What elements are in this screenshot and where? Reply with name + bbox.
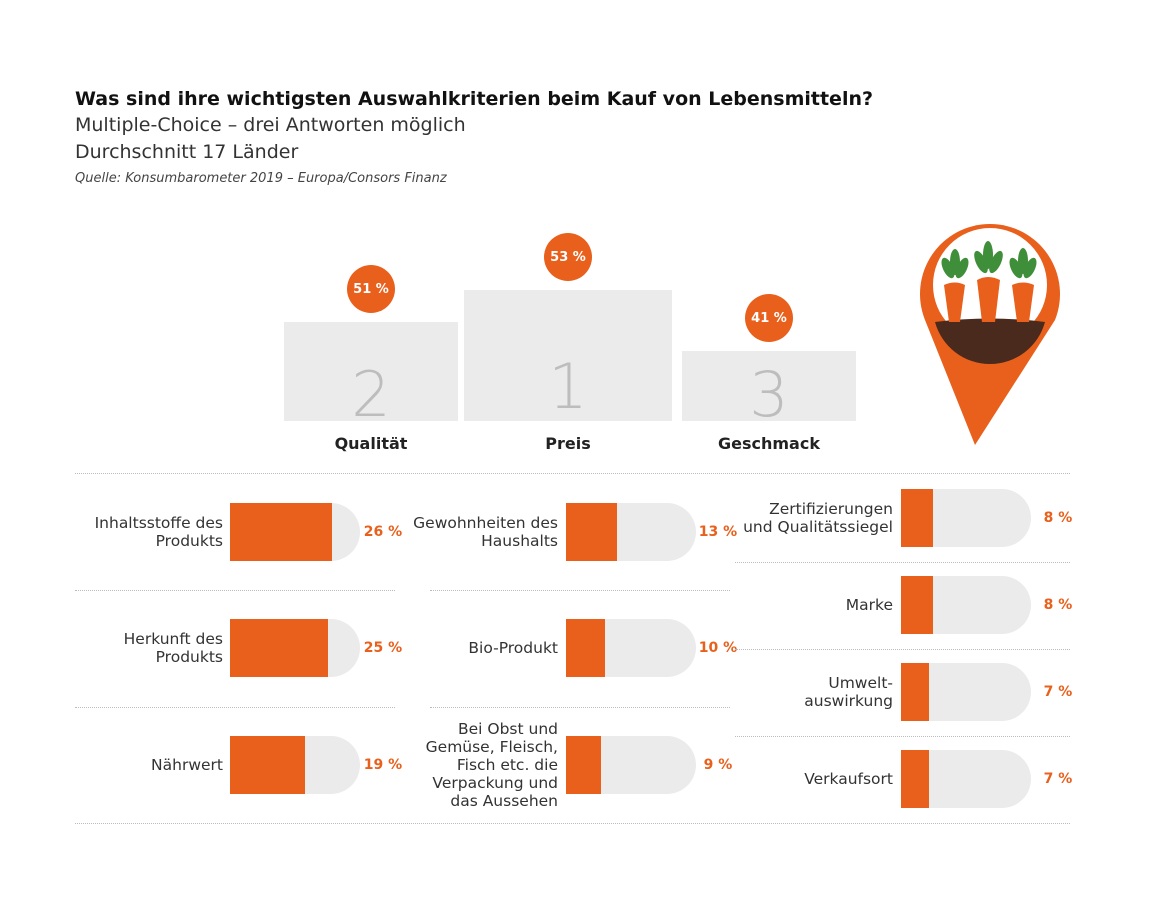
bar	[566, 619, 606, 677]
value-label: 19 %	[363, 757, 403, 773]
category-label: Marke	[845, 596, 893, 614]
separator	[430, 706, 730, 708]
category-label: Herkunft des Produkts	[123, 630, 223, 666]
bar	[901, 663, 929, 721]
bar	[566, 503, 618, 561]
category-label: Nährwert	[151, 756, 223, 774]
value-label: 8 %	[1043, 597, 1073, 613]
leaves	[941, 241, 1037, 279]
bar	[230, 619, 329, 677]
bar	[230, 736, 305, 794]
separator	[75, 706, 395, 708]
value-badge: 53 %	[544, 233, 592, 281]
category-label: Geschmack	[718, 434, 820, 453]
separator	[735, 648, 1070, 650]
soil	[935, 318, 1045, 365]
carrots	[944, 277, 1034, 322]
category-label: Gewohnheiten des Haushalts	[413, 514, 558, 550]
category-label: Zertifizierungen und Qualitätssiegel	[743, 500, 893, 536]
separator	[735, 735, 1070, 737]
value-badge: 41 %	[745, 294, 793, 342]
category-label: Preis	[545, 434, 591, 453]
subtitle: Multiple-Choice – drei Antworten möglich	[75, 114, 466, 136]
value-badge: 51 %	[347, 265, 395, 313]
category-label: Qualität	[334, 434, 408, 453]
bar	[230, 503, 333, 561]
value-label: 8 %	[1043, 510, 1073, 526]
source: Quelle: Konsumbarometer 2019 – Europa/Co…	[75, 171, 447, 186]
podium-box	[464, 290, 672, 421]
value-label: 10 %	[698, 640, 738, 656]
bar	[566, 736, 602, 794]
rank-number: 3	[749, 358, 789, 431]
value-label: 7 %	[1043, 771, 1073, 787]
category-label: Verkaufsort	[804, 770, 893, 788]
category-label: Bei Obst und Gemüse, Fleisch, Fisch etc.…	[425, 720, 558, 810]
bar	[901, 750, 929, 808]
podium-box	[682, 351, 856, 421]
category-label: Umwelt-auswirkung	[804, 674, 893, 710]
separator	[735, 561, 1070, 563]
value-label: 7 %	[1043, 684, 1073, 700]
separator	[75, 823, 1070, 824]
subtitle: Durchschnitt 17 Länder	[75, 141, 299, 163]
separator	[430, 590, 730, 591]
category-label: Inhaltsstoffe des Produkts	[94, 514, 223, 550]
value-label: 13 %	[698, 524, 738, 540]
value-label: 25 %	[363, 640, 403, 656]
separator	[75, 473, 1070, 474]
separator	[75, 590, 395, 591]
rank-number: 1	[548, 350, 588, 423]
rank-number: 2	[351, 358, 391, 431]
title: Was sind ihre wichtigsten Auswahlkriteri…	[75, 88, 873, 110]
carrot-pin	[919, 224, 1060, 445]
podium-box	[284, 322, 458, 421]
value-label: 9 %	[703, 757, 733, 773]
bar	[901, 489, 933, 547]
bar	[901, 576, 933, 634]
value-label: 26 %	[363, 524, 403, 540]
category-label: Bio-Produkt	[468, 639, 558, 657]
